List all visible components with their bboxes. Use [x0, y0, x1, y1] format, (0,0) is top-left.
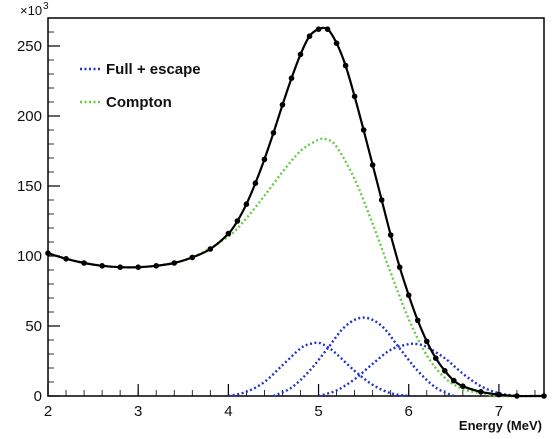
- series-full-escape: [228, 341, 409, 398]
- y-axis: 0 50 100 150 200 250: [17, 17, 60, 405]
- y-tick-label: 200: [17, 108, 42, 125]
- y-multiplier-base: ×10: [20, 3, 42, 18]
- data-point: [261, 156, 268, 163]
- series-full-escape: [272, 316, 455, 398]
- data-point: [541, 393, 547, 399]
- legend-label: Full + escape: [106, 61, 201, 78]
- data-point: [297, 51, 304, 58]
- data-point: [306, 33, 313, 39]
- data-point: [432, 355, 439, 362]
- series-data: [45, 26, 547, 399]
- y-tick-label: 0: [34, 388, 42, 405]
- data-point: [387, 232, 394, 238]
- data-point: [496, 391, 502, 398]
- data-point: [333, 40, 340, 46]
- legend: Full + escape Compton: [80, 61, 201, 111]
- y-tick-label: 150: [17, 178, 42, 195]
- data-point: [99, 263, 105, 269]
- x-tick-label: 5: [314, 403, 322, 420]
- x-tick-label: 2: [44, 403, 52, 420]
- data-point: [442, 368, 448, 374]
- data-point: [396, 264, 403, 271]
- y-tick-label: 50: [25, 318, 42, 335]
- series-line: [272, 316, 455, 398]
- data-point: [135, 264, 141, 271]
- data-point: [171, 260, 178, 266]
- series-layer: [45, 26, 547, 399]
- data-point: [460, 383, 466, 390]
- y-tick-label: 250: [17, 38, 42, 55]
- y-multiplier-exponent: 3: [43, 1, 49, 12]
- data-point: [270, 130, 277, 136]
- data-point: [117, 264, 123, 271]
- data-point: [252, 180, 259, 186]
- x-tick-label: 3: [134, 403, 142, 420]
- x-tick-label: 4: [224, 403, 232, 420]
- x-axis: 2 3 4 5 6 7: [44, 384, 536, 420]
- data-point: [414, 317, 421, 324]
- data-point: [324, 26, 331, 32]
- data-point: [234, 218, 241, 224]
- data-point: [288, 75, 295, 81]
- data-point: [514, 393, 520, 399]
- data-point: [351, 93, 358, 100]
- data-point: [243, 201, 250, 207]
- x-tick-label: 7: [495, 403, 503, 420]
- x-axis-label: Energy (MeV): [459, 418, 542, 433]
- data-point: [478, 389, 484, 395]
- series-line: [228, 341, 409, 398]
- plot-frame: [47, 17, 545, 397]
- data-point: [369, 162, 376, 168]
- data-point: [405, 292, 412, 299]
- y-tick-label: 100: [17, 248, 42, 265]
- x-tick-label: 6: [405, 403, 413, 420]
- legend-label: Compton: [106, 94, 172, 111]
- data-point: [279, 102, 286, 108]
- data-point: [153, 263, 160, 269]
- data-point: [342, 62, 349, 69]
- data-point: [360, 127, 367, 133]
- data-point: [378, 197, 385, 203]
- data-point: [189, 254, 196, 261]
- data-point: [451, 377, 457, 384]
- data-point: [225, 230, 232, 237]
- data-point: [315, 26, 322, 32]
- data-point: [207, 246, 214, 252]
- data-point: [423, 338, 430, 345]
- data-point: [63, 255, 69, 262]
- data-point: [45, 250, 51, 256]
- data-point: [81, 260, 87, 266]
